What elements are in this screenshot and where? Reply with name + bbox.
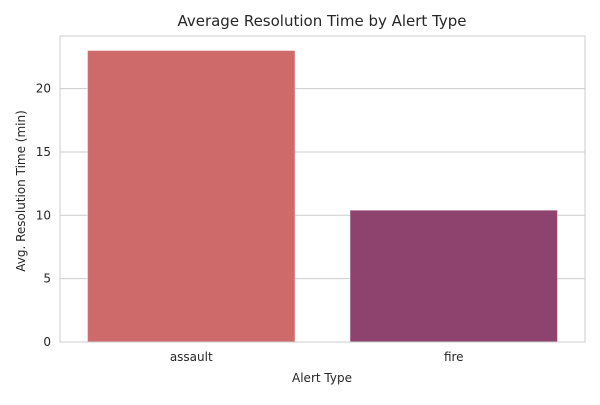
y-axis-label: Avg. Resolution Time (min) (14, 110, 28, 272)
x-tick-labels: assault fire (170, 350, 464, 364)
y-tick-labels: 0 5 10 15 20 (36, 82, 51, 349)
chart-title: Average Resolution Time by Alert Type (177, 12, 466, 30)
y-tick-label: 5 (43, 272, 51, 286)
y-tick-label: 20 (36, 82, 51, 96)
y-tick-label: 15 (36, 145, 51, 159)
plot-frame (59, 35, 586, 343)
x-tick-label: fire (444, 350, 464, 364)
y-tick-label: 0 (43, 335, 51, 349)
bars (87, 50, 558, 343)
x-axis-label: Alert Type (292, 371, 352, 385)
bar-assault (87, 50, 296, 343)
bar-fire (349, 209, 558, 343)
x-tick-label: assault (170, 350, 213, 364)
y-tick-label: 10 (36, 208, 51, 222)
